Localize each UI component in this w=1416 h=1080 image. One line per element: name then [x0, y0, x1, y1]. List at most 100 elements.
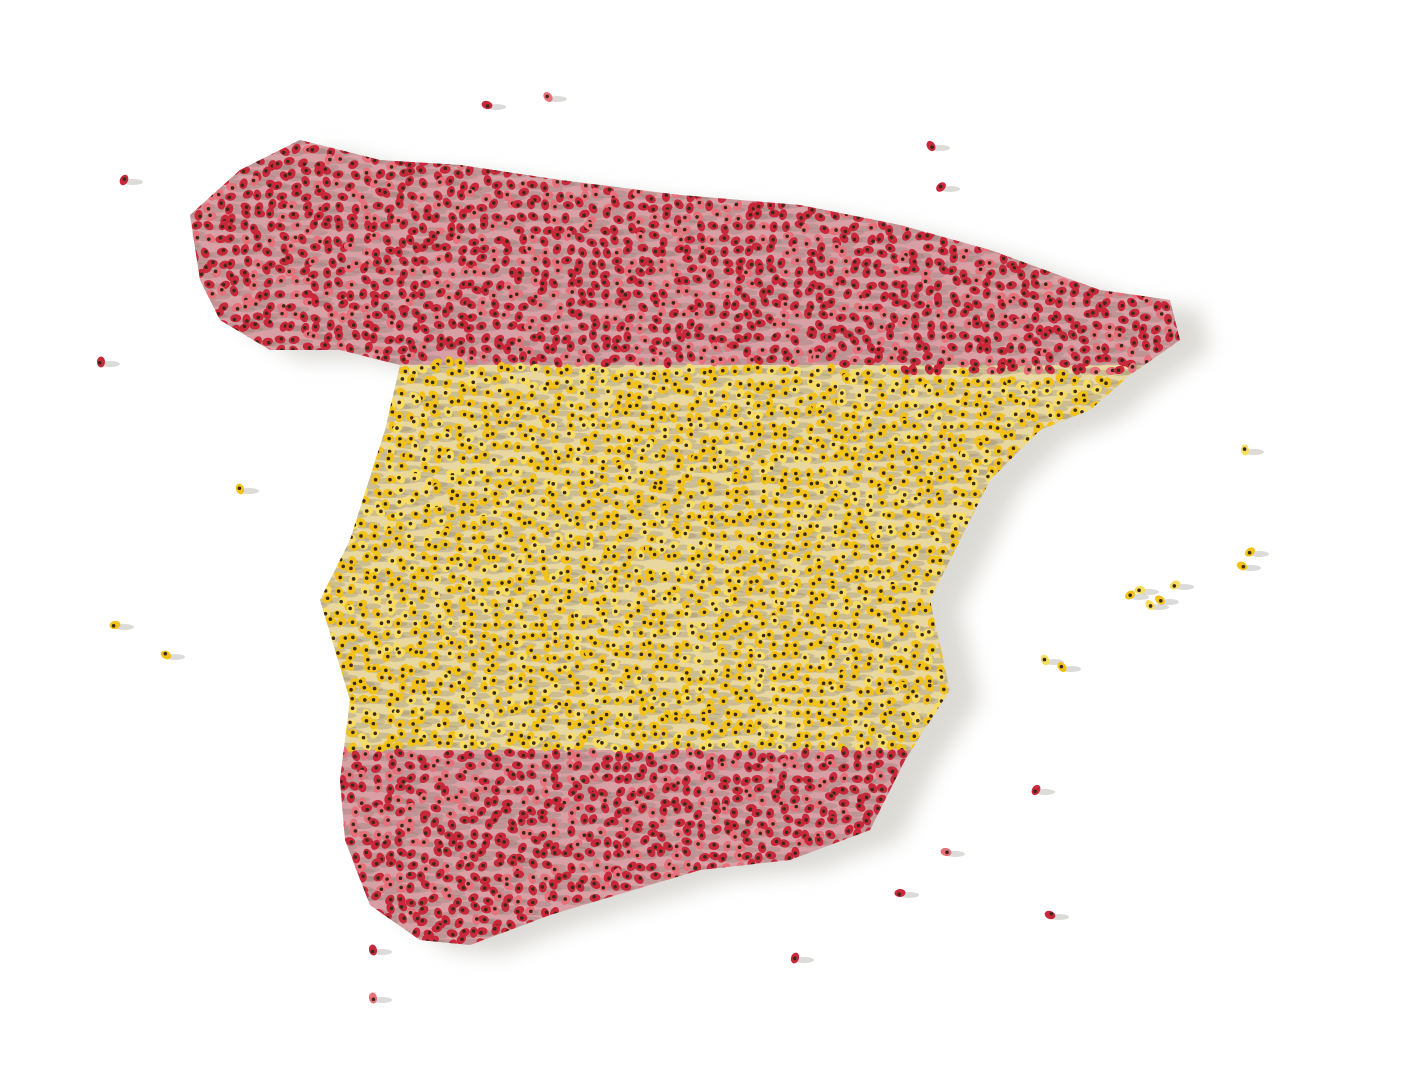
person [303, 384, 327, 397]
person [913, 190, 938, 200]
person [202, 372, 228, 386]
person [321, 708, 346, 722]
person [1104, 486, 1129, 499]
person [1163, 430, 1189, 443]
person [824, 175, 849, 185]
person [886, 134, 911, 147]
person [1031, 220, 1055, 233]
person [1091, 461, 1117, 473]
person [289, 728, 314, 741]
person [826, 164, 851, 174]
person [204, 355, 230, 366]
person [445, 144, 471, 157]
person [1054, 588, 1078, 601]
person [571, 168, 596, 177]
person [1020, 133, 1045, 146]
person [903, 166, 928, 179]
person [361, 430, 386, 439]
person [279, 461, 304, 474]
person [1003, 674, 1029, 685]
person [1057, 704, 1082, 717]
person [238, 768, 264, 781]
person [649, 178, 675, 190]
person [295, 750, 320, 760]
person [213, 154, 237, 166]
person [276, 396, 302, 407]
person [616, 132, 639, 144]
person [886, 179, 911, 189]
person [772, 182, 795, 193]
person [958, 154, 984, 167]
person [865, 205, 890, 214]
person [999, 130, 1024, 143]
person [1164, 276, 1188, 289]
person [1092, 563, 1118, 575]
person [1127, 606, 1151, 618]
person [1021, 662, 1047, 675]
person [228, 748, 253, 757]
person [1093, 500, 1119, 512]
person [291, 652, 316, 665]
person [347, 135, 372, 149]
person [189, 671, 215, 684]
person [1004, 607, 1030, 619]
person [1100, 545, 1125, 556]
person [226, 156, 250, 169]
person [680, 165, 705, 179]
person [336, 412, 361, 422]
person [818, 179, 843, 192]
person [980, 190, 1006, 202]
person [960, 207, 986, 220]
person [912, 169, 937, 183]
person [1039, 158, 1064, 169]
person [179, 620, 204, 630]
person [1165, 566, 1191, 579]
person [181, 474, 205, 486]
person [1029, 230, 1055, 243]
person [302, 373, 325, 384]
person [249, 443, 274, 452]
person [1080, 433, 1105, 447]
person [1051, 526, 1077, 539]
person [188, 630, 214, 641]
person [315, 515, 339, 527]
person [861, 178, 886, 191]
person [1176, 213, 1200, 225]
person [1105, 275, 1131, 289]
person [1003, 728, 1029, 741]
person [178, 596, 203, 609]
person [179, 397, 204, 406]
person [1080, 189, 1106, 202]
person [1015, 546, 1040, 556]
person [638, 161, 663, 170]
person [278, 717, 303, 726]
person [176, 665, 202, 677]
person [1116, 147, 1142, 160]
person [1107, 572, 1131, 585]
person [973, 653, 999, 666]
person [829, 157, 854, 171]
person [953, 233, 976, 244]
person [1126, 757, 1151, 771]
person [192, 692, 218, 704]
person [214, 597, 238, 609]
person [260, 585, 286, 599]
person [320, 511, 345, 525]
person [289, 544, 315, 557]
person [264, 651, 289, 664]
person [345, 375, 370, 388]
person [182, 160, 205, 171]
person [260, 467, 285, 477]
person [655, 152, 681, 166]
person [1180, 429, 1204, 441]
person [313, 412, 339, 425]
person [974, 223, 999, 233]
person [1067, 727, 1092, 740]
person [276, 435, 302, 447]
person [1004, 549, 1028, 562]
person [350, 141, 375, 154]
person [1118, 693, 1144, 706]
person [1128, 488, 1153, 501]
person [1139, 401, 1165, 414]
person [1053, 543, 1078, 556]
